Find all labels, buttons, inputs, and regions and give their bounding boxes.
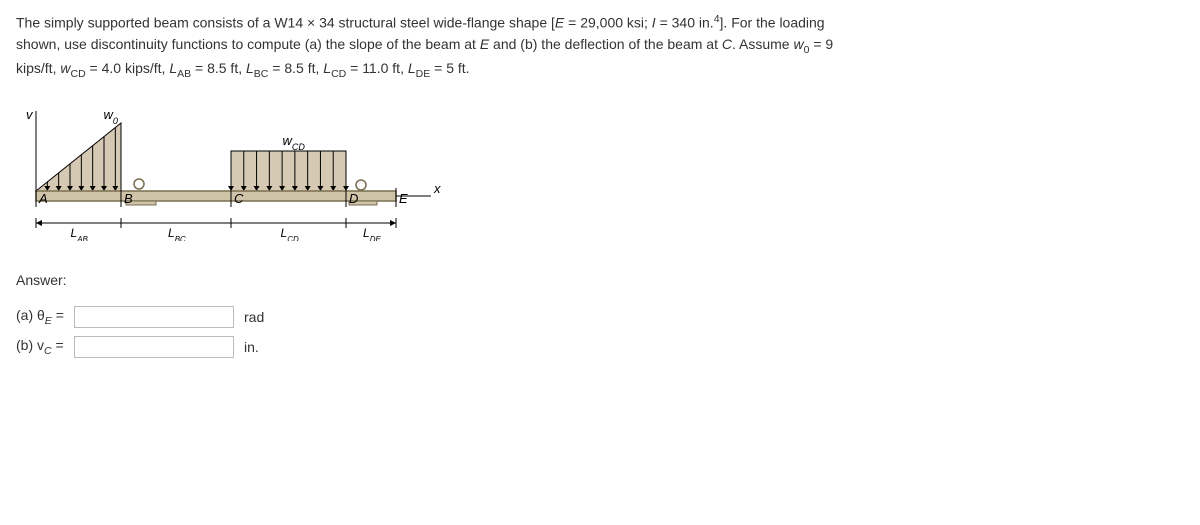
answer-b-input[interactable] [74,336,234,358]
answer-b-unit: in. [244,339,259,355]
text: = 4.0 kips/ft, [86,60,170,76]
answer-section: Answer: (a) θE = rad (b) vC = in. [16,272,1184,358]
text: = [52,307,64,323]
sub: BC [254,68,269,80]
text: . Assume [732,36,793,52]
sym-E: E [555,15,564,31]
answer-a-unit: rad [244,309,264,325]
beam-diagram: v w0 wCD x A B C D E LAB LBC LCD LDE [16,101,1184,244]
sym-Lbc: L [246,60,254,76]
answer-a-label: (a) θE = [16,307,74,327]
sub: DE [416,68,431,80]
sub: CD [331,68,346,80]
sym-Lcd: L [323,60,331,76]
svg-text:x: x [433,181,441,196]
sub: AB [177,68,191,80]
beam-svg: v w0 wCD x A B C D E LAB LBC LCD LDE [16,101,446,241]
sub: C [44,345,52,357]
text: = [52,337,64,353]
text: ]. For the loading [720,15,825,31]
answer-heading: Answer: [16,272,1184,288]
svg-text:v: v [26,107,34,122]
sym-w0: w [793,36,803,52]
svg-text:B: B [124,191,133,206]
text: kips/ft, [16,60,60,76]
sym-wcd: w [60,60,70,76]
svg-text:D: D [349,191,358,206]
svg-text:LBC: LBC [168,226,186,241]
text: = 8.5 ft, [191,60,246,76]
text: = 29,000 ksi; [564,15,652,31]
text: = 9 [809,36,833,52]
pt-C: C [722,36,732,52]
svg-text:LCD: LCD [281,226,299,241]
sym-Lde: L [408,60,416,76]
svg-text:w0: w0 [104,107,118,126]
problem-statement: The simply supported beam consists of a … [16,12,1166,83]
text: (a) θ [16,307,45,323]
answer-a-input[interactable] [74,306,234,328]
sym-Lab: L [169,60,177,76]
text: and (b) the deflection of the beam at [489,36,722,52]
svg-text:C: C [234,191,244,206]
sub: CD [70,68,85,80]
pt-E: E [480,36,489,52]
text: = 8.5 ft, [268,60,323,76]
text: shown, use discontinuity functions to co… [16,36,480,52]
svg-text:LAB: LAB [71,226,89,241]
text: = 5 ft. [430,60,469,76]
answer-row-a: (a) θE = rad [16,306,1184,328]
svg-text:wCD: wCD [283,133,306,152]
text: = 11.0 ft, [346,60,408,76]
answer-row-b: (b) vC = in. [16,336,1184,358]
svg-text:A: A [38,191,48,206]
svg-text:LDE: LDE [363,226,381,241]
text: The simply supported beam consists of a … [16,15,555,31]
sub: E [45,315,52,327]
text: (b) v [16,337,44,353]
svg-text:E: E [399,191,408,206]
answer-b-label: (b) vC = [16,337,74,357]
text: = 340 in. [656,15,714,31]
